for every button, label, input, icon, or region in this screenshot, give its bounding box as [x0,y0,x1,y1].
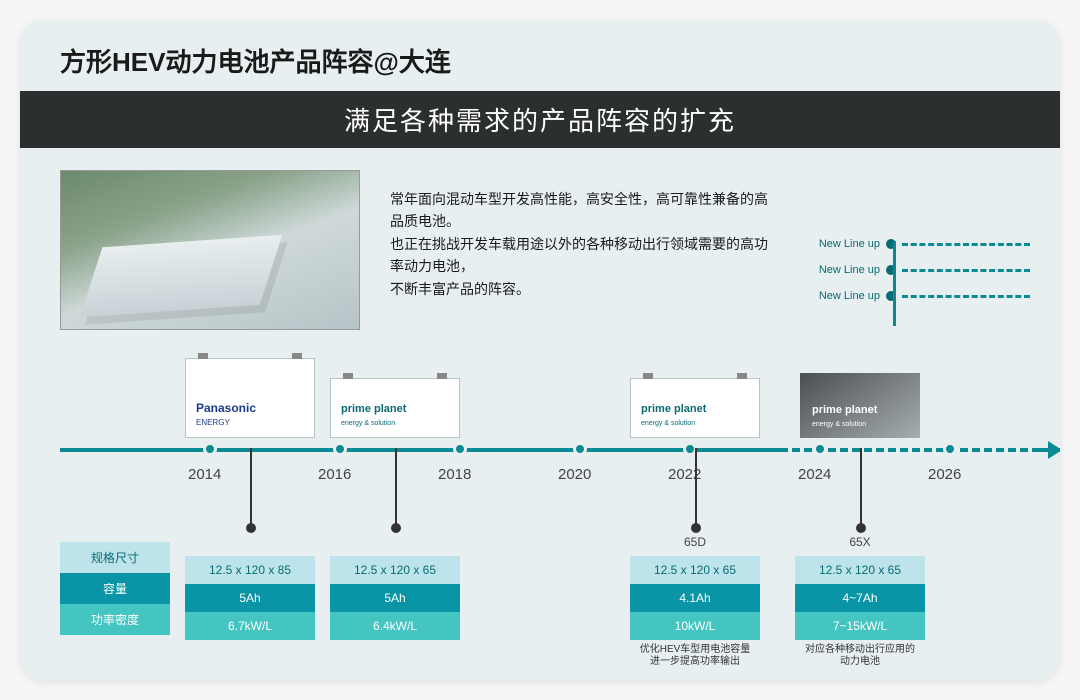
year-dot-icon [453,442,467,456]
year-label: 2020 [558,466,591,483]
spec-capacity: 5Ah [330,584,460,612]
battery-brand: prime planet [641,403,706,415]
spec-size: 12.5 x 120 x 65 [330,556,460,584]
description-text: 常年面向混动车型开发高性能，高安全性，高可靠性兼备的高品质电池。也正在挑战开发车… [390,188,770,300]
spec-note: 优化HEV车型用电池容量 进一步提高功率输出 [630,640,760,675]
label-model [60,528,170,542]
factory-photo [60,170,360,330]
battery-box: prime planet energy & solution [630,378,760,438]
newline-row: New Line up [800,238,1030,250]
spec-capacity: 4.1Ah [630,584,760,612]
battery-brand: Panasonic [196,401,256,415]
spec-stem [695,448,697,528]
spec-model: 65D [630,528,760,556]
battery-brand: prime planet [341,403,406,415]
newline-stem [893,241,896,326]
newline-dash [902,269,1030,272]
battery-box: prime planet energy & solution [800,373,920,438]
slide-card: 方形HEV动力电池产品阵容@大连 满足各种需求的产品阵容的扩充 常年面向混动车型… [20,20,1060,680]
year-dot-icon [943,442,957,456]
spec-size: 12.5 x 120 x 65 [795,556,925,584]
year-dot-icon [333,442,347,456]
year-label: 2024 [798,466,831,483]
newline-label: New Line up [800,238,880,250]
newline-dash [902,243,1030,246]
spec-model: 65X [795,528,925,556]
spec-stem [250,448,252,528]
year-dot-icon [813,442,827,456]
page-title: 方形HEV动力电池产品阵容@大连 [20,20,1060,91]
spec-note: 对应各种移动出行应用的 动力电池 [795,640,925,675]
label-capacity: 容量 [60,573,170,604]
spec-column: 12.5 x 120 x 65 5Ah 6.4kW/L [330,528,460,640]
spec-capacity: 4~7Ah [795,584,925,612]
spec-row-labels: 规格尺寸 容量 功率密度 [60,528,170,635]
battery-subbrand: energy & solution [341,420,395,427]
spec-model [185,528,315,556]
spec-stem [395,448,397,528]
year-label: 2026 [928,466,961,483]
year-label: 2018 [438,466,471,483]
newline-row: New Line up [800,264,1030,276]
label-size: 规格尺寸 [60,542,170,573]
content-area: 常年面向混动车型开发高性能，高安全性，高可靠性兼备的高品质电池。也正在挑战开发车… [20,148,1060,680]
newline-dash [902,295,1030,298]
spec-size: 12.5 x 120 x 65 [630,556,760,584]
battery-box: Panasonic ENERGY [185,358,315,438]
spec-size: 12.5 x 120 x 85 [185,556,315,584]
subtitle-bar: 满足各种需求的产品阵容的扩充 [20,91,1060,148]
spec-stem [860,448,862,528]
battery-brand: prime planet [812,404,877,416]
battery-subbrand: ENERGY [196,418,230,427]
battery-box: prime planet energy & solution [330,378,460,438]
label-power: 功率密度 [60,604,170,635]
spec-capacity: 5Ah [185,584,315,612]
spec-column: 65X 12.5 x 120 x 65 4~7Ah 7~15kW/L 对应各种移… [795,528,925,675]
newline-label: New Line up [800,264,880,276]
spec-column: 65D 12.5 x 120 x 65 4.1Ah 10kW/L 优化HEV车型… [630,528,760,675]
spec-power: 6.4kW/L [330,612,460,640]
spec-power: 7~15kW/L [795,612,925,640]
spec-power: 6.7kW/L [185,612,315,640]
spec-column: 12.5 x 120 x 85 5Ah 6.7kW/L [185,528,315,640]
year-label: 2014 [188,466,221,483]
year-label: 2016 [318,466,351,483]
new-lineup-block: New Line up New Line up New Line up [800,238,1030,316]
year-dot-icon [573,442,587,456]
year-dot-icon [203,442,217,456]
newline-label: New Line up [800,290,880,302]
spec-power: 10kW/L [630,612,760,640]
spec-model [330,528,460,556]
newline-row: New Line up [800,290,1030,302]
battery-subbrand: energy & solution [641,420,695,427]
battery-subbrand: energy & solution [812,421,866,428]
